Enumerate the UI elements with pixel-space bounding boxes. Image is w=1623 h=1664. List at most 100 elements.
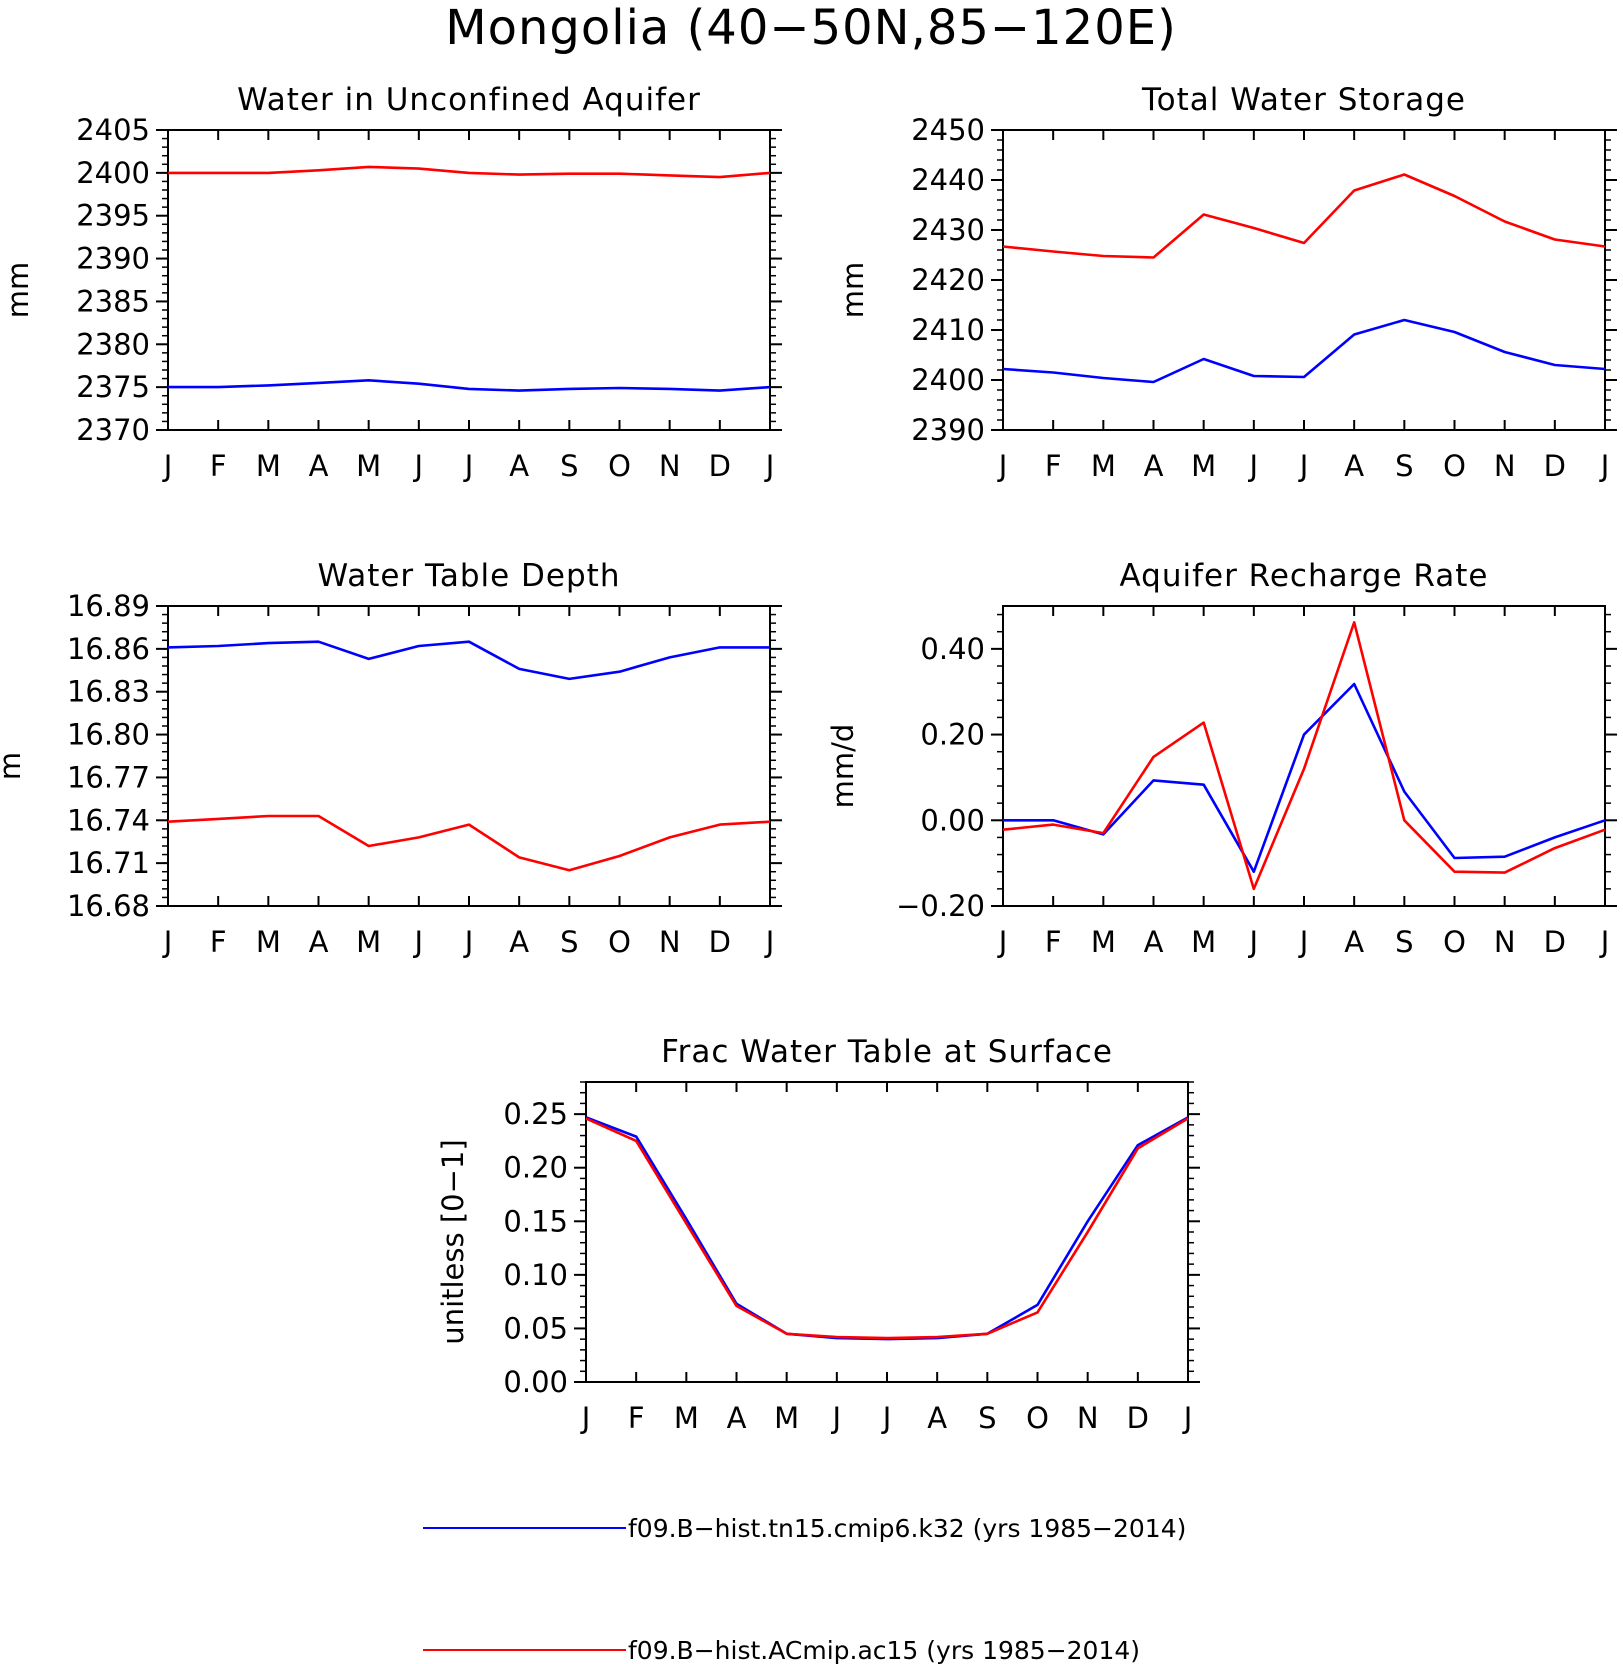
x-tick-label: A xyxy=(509,449,529,483)
panel-title: Total Water Storage xyxy=(1141,82,1466,118)
legend: f09.B−hist.tn15.cmip6.k32 (yrs 1985−2014… xyxy=(423,1514,1186,1664)
y-tick-label: 2390 xyxy=(911,413,985,447)
x-tick-label: M xyxy=(1191,925,1216,959)
y-tick-label: 2430 xyxy=(911,213,985,247)
x-tick-label: N xyxy=(1494,925,1516,959)
x-tick-label: A xyxy=(1144,449,1164,483)
x-tick-label: J xyxy=(997,925,1008,959)
x-tick-label: S xyxy=(560,925,578,959)
panel-3: J F M A M J J A S O N D J16.6816.7116.7416.7716.8016… xyxy=(0,558,782,959)
series-line-k32 xyxy=(168,378,771,392)
panel-title: Water in Unconfined Aquifer xyxy=(237,82,701,118)
x-tick-label: J xyxy=(764,449,775,483)
x-tick-label: M xyxy=(256,449,281,483)
y-tick-label: 0.00 xyxy=(920,803,985,837)
x-tick-label: D xyxy=(1544,449,1566,483)
x-tick-label: J xyxy=(997,449,1008,483)
x-tick-label: J xyxy=(413,925,424,959)
y-tick-label: 2400 xyxy=(76,156,150,190)
x-tick-label: N xyxy=(1494,449,1516,483)
x-tick-label: J xyxy=(1248,449,1259,483)
y-tick-label: 16.74 xyxy=(67,803,150,837)
x-tick-label: M xyxy=(1191,449,1216,483)
panel-title: Aquifer Recharge Rate xyxy=(1120,558,1489,594)
y-tick-label: 2420 xyxy=(911,263,985,297)
legend-label-2: f09.B−hist.ACmip.ac15 (yrs 1985−2014) xyxy=(628,1636,1140,1664)
y-tick-label: 2395 xyxy=(76,199,150,233)
x-tick-label: F xyxy=(628,1401,645,1435)
x-tick-label: A xyxy=(727,1401,747,1435)
y-tick-label: 2380 xyxy=(76,327,150,361)
x-tick-label: D xyxy=(1127,1401,1149,1435)
series-line-k32 xyxy=(1002,318,1606,384)
x-tick-label: J xyxy=(831,1401,842,1435)
plot-frame xyxy=(1002,129,1606,431)
y-tick-label: 0.25 xyxy=(503,1097,568,1131)
x-tick-label: J xyxy=(1298,449,1309,483)
series-line-ac15 xyxy=(585,1117,1189,1340)
x-tick-label: M xyxy=(1091,925,1116,959)
x-tick-label: J xyxy=(413,449,424,483)
x-tick-label: J xyxy=(580,1401,591,1435)
y-tick-label: 0.40 xyxy=(920,632,985,666)
y-tick-label: 0.20 xyxy=(920,718,985,752)
x-tick-label: J xyxy=(162,449,173,483)
legend-label-1: f09.B−hist.tn15.cmip6.k32 (yrs 1985−2014… xyxy=(628,1514,1186,1543)
y-tick-label: 2375 xyxy=(76,370,150,404)
y-axis-label: m xyxy=(0,752,27,780)
y-tick-label: 0.20 xyxy=(503,1151,568,1185)
y-tick-label: 16.77 xyxy=(67,760,150,794)
x-tick-label: O xyxy=(1443,925,1466,959)
x-tick-label: A xyxy=(309,449,329,483)
x-tick-label: J xyxy=(463,449,474,483)
y-tick-label: 16.86 xyxy=(67,632,150,666)
y-tick-label: 2450 xyxy=(911,113,985,147)
x-tick-label: A xyxy=(1344,925,1364,959)
x-tick-label: J xyxy=(1599,449,1610,483)
panel-title: Water Table Depth xyxy=(318,558,621,594)
y-tick-label: 2440 xyxy=(911,163,985,197)
x-tick-label: M xyxy=(1091,449,1116,483)
y-tick-label: 16.80 xyxy=(67,718,150,752)
series-line-k32 xyxy=(1003,682,1606,874)
panel-1: J F M A M J J A S O N D J237023752380238523902395240… xyxy=(1,82,782,483)
y-tick-label: 2370 xyxy=(76,413,150,447)
series-line-ac15 xyxy=(167,814,771,872)
x-tick-label: J xyxy=(764,925,775,959)
y-tick-label: 2400 xyxy=(911,363,985,397)
x-tick-label: F xyxy=(1045,925,1062,959)
x-tick-label: N xyxy=(659,925,681,959)
y-axis-label: mm xyxy=(1,262,35,319)
figure-title: Mongolia (40−50N,85−120E) xyxy=(445,0,1177,56)
x-tick-label: O xyxy=(1026,1401,1049,1435)
x-tick-label: N xyxy=(659,449,681,483)
y-tick-label: 2405 xyxy=(76,113,150,147)
series-line-k32 xyxy=(167,640,770,681)
y-tick-label: 16.89 xyxy=(67,589,150,623)
panel-title: Frac Water Table at Surface xyxy=(661,1034,1113,1070)
y-tick-label: 0.10 xyxy=(503,1258,568,1292)
x-tick-label: M xyxy=(356,925,381,959)
y-tick-label: 16.71 xyxy=(67,846,150,880)
y-tick-label: 2385 xyxy=(76,284,150,318)
y-axis-label: mm xyxy=(836,262,870,319)
series-line-ac15 xyxy=(1002,173,1606,259)
plot-frame xyxy=(1002,605,1606,907)
x-tick-label: M xyxy=(356,449,381,483)
x-tick-label: D xyxy=(709,449,731,483)
x-tick-label: F xyxy=(210,925,227,959)
x-tick-label: N xyxy=(1077,1401,1099,1435)
x-tick-label: J xyxy=(463,925,474,959)
x-tick-label: M xyxy=(674,1401,699,1435)
y-tick-label: −0.20 xyxy=(896,889,985,923)
series-line-ac15 xyxy=(1002,620,1606,891)
x-tick-label: J xyxy=(1599,925,1610,959)
x-tick-label: J xyxy=(1248,925,1259,959)
panel-2: J F M A M J J A S O N D J239024002410242024302440245… xyxy=(836,82,1617,483)
y-axis-label: mm/d xyxy=(826,724,860,809)
x-tick-label: S xyxy=(1395,449,1413,483)
x-tick-label: D xyxy=(709,925,731,959)
y-tick-label: 16.83 xyxy=(67,675,150,709)
y-tick-label: 2410 xyxy=(911,313,985,347)
